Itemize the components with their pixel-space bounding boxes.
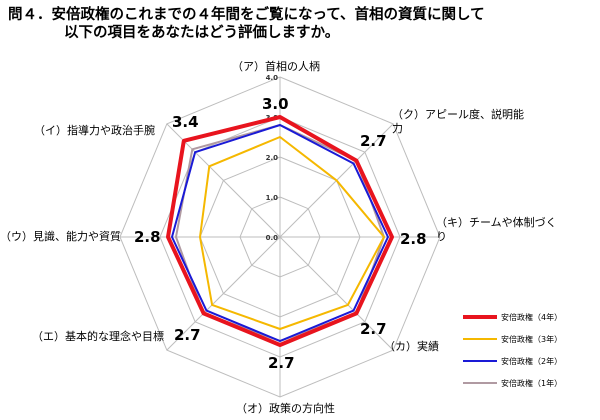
legend-item-1yr: 安倍政権（1年） [463,372,598,394]
chart-title: 問４．安倍政権のこれまでの４年間をご覧になって、首相の資質に関して 以下の項目を… [8,6,598,42]
axis-label-u: （ウ）見識、能力や資質 [0,230,121,243]
data-point [171,236,173,238]
axis-label-ki: （キ）チームや体制づくり [436,216,557,243]
axis-label-ku: （ク）アピール度、説明能力 [392,108,524,135]
legend-label-1yr: 安倍政権（1年） [501,378,563,388]
value-label-e: 2.7 [174,326,201,344]
series-line-1 [199,136,385,330]
legend: 安倍政権（4年） 安倍政権（3年） 安倍政権（2年） 安倍政権（1年） [463,306,598,394]
data-point [352,162,355,165]
data-point [208,165,211,168]
legend-item-4yr: 安倍政権（4年） [463,306,598,328]
tick-label: 0.0 [266,234,279,242]
data-point [199,236,201,238]
data-point [335,179,338,182]
legend-label-4yr: 安倍政権（4年） [501,312,563,322]
data-point [205,309,208,312]
data-point [279,116,281,118]
legend-swatch-2yr [463,360,497,362]
data-point [279,344,281,346]
spoke-5 [166,236,281,351]
spoke-3 [279,236,394,351]
data-point [194,151,196,153]
legend-item-2yr: 安倍政権（2年） [463,350,598,372]
tick-label: 4.0 [266,74,279,82]
axis-label-a: （ア）首相の人柄 [232,60,320,73]
value-label-ka: 2.7 [360,320,387,338]
data-point [202,312,205,315]
legend-label-2yr: 安倍政権（2年） [501,356,563,366]
data-point [352,309,355,312]
data-point [387,236,389,238]
data-point [183,140,185,142]
data-point [167,236,169,238]
legend-swatch-3yr [463,338,497,340]
data-point [191,148,194,151]
axis-label-ka: （カ）実績 [384,340,439,353]
legend-label-3yr: 安倍政権（3年） [501,334,563,344]
axis-label-e: （エ）基本的な理念や目標 [32,330,164,343]
data-point [355,159,358,162]
data-point [279,136,281,138]
title-line-2: 以下の項目をあなたはどう評価しますか。 [64,25,340,41]
value-label-i: 3.4 [172,113,199,131]
data-point [211,304,213,306]
data-point [347,304,349,306]
title-line-1: 問４．安倍政権のこれまでの４年間をご覧になって、首相の資質に関して [8,7,485,23]
legend-swatch-4yr [463,315,497,319]
data-point [383,236,385,238]
legend-item-3yr: 安倍政権（3年） [463,328,598,350]
legend-swatch-1yr [463,382,497,384]
spoke-7 [166,123,281,238]
data-point [175,236,177,238]
data-point [279,340,281,342]
value-label-ki: 2.8 [400,230,427,248]
data-point [279,124,281,126]
value-label-a: 3.0 [262,95,289,113]
data-point [355,312,358,315]
data-point [279,328,281,330]
tick-label: 1.0 [266,194,279,202]
value-label-u: 2.8 [134,228,161,246]
axis-label-o: （オ）政策の方向性 [236,402,335,415]
value-label-o: 2.7 [268,354,295,372]
axis-label-i: （イ）指導力や政治手腕 [34,124,155,137]
tick-label: 2.0 [266,154,279,162]
value-label-ku: 2.7 [360,132,387,150]
data-point [391,236,393,238]
